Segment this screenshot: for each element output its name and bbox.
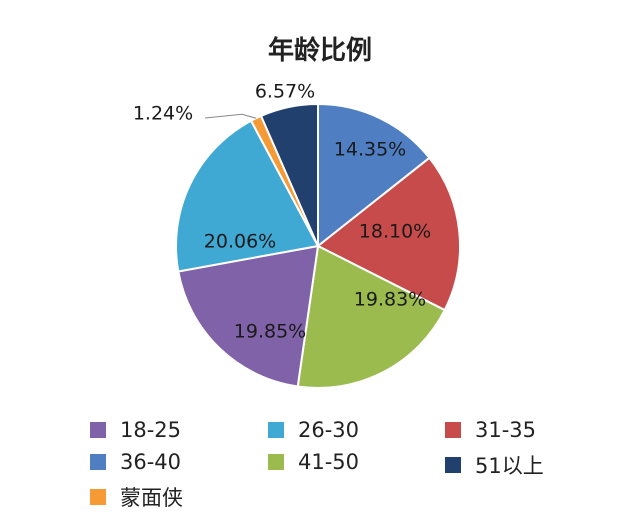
legend-swatch (90, 422, 106, 438)
legend-item-51以上: 51以上 (445, 450, 544, 480)
legend-label: 26-30 (298, 418, 360, 442)
pie-slice-36-40 (317, 102, 431, 249)
legend-label: 蒙面侠 (120, 486, 183, 510)
pie-slice-31-35 (316, 156, 461, 312)
legend-swatch (268, 454, 284, 470)
pie-chart: 14.35% 18.10% 19.83% 19.85% 20.06% 1.24% 6.57% (133, 81, 461, 389)
data-label-蒙面侠: 1.24% (133, 103, 193, 125)
legend-label: 51以上 (475, 454, 544, 478)
legend-swatch (268, 422, 284, 438)
pie-slice-41-50 (296, 244, 447, 389)
leader-line (204, 113, 257, 119)
legend-label: 41-50 (298, 450, 360, 474)
legend-label: 18-25 (120, 418, 182, 442)
data-label-41-50: 19.83% (354, 289, 426, 311)
data-label-18-25: 19.85% (234, 321, 306, 343)
data-label-51以上: 6.57% (255, 81, 315, 103)
legend-item-蒙面侠: 蒙面侠 (90, 482, 183, 512)
legend-swatch (445, 457, 461, 473)
legend-swatch (90, 489, 106, 505)
legend-item-36-40: 36-40 (90, 450, 181, 474)
data-label-26-30: 20.06% (204, 231, 276, 253)
legend-swatch (445, 422, 461, 438)
legend-item-41-50: 41-50 (268, 450, 359, 474)
data-label-31-35: 18.10% (359, 221, 431, 243)
data-label-36-40: 14.35% (334, 139, 406, 161)
pie-slice-26-30 (175, 119, 320, 273)
legend-label: 31-35 (475, 418, 537, 442)
legend-item-31-35: 31-35 (445, 418, 536, 442)
pie-slice-51以上 (259, 102, 319, 247)
pie-slice-18-25 (177, 244, 320, 388)
chart-title: 年龄比例 (267, 36, 372, 66)
legend-swatch (90, 454, 106, 470)
legend-item-18-25: 18-25 (90, 418, 181, 442)
legend-label: 36-40 (120, 450, 182, 474)
legend-item-26-30: 26-30 (268, 418, 359, 442)
